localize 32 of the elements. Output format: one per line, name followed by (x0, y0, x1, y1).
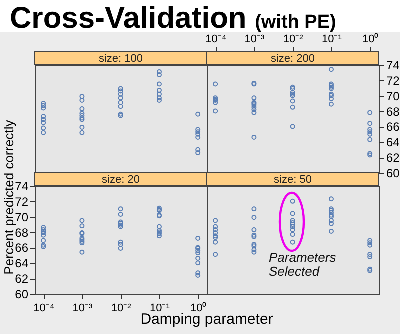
x-tick-label: 10⁻³ (72, 302, 93, 314)
y-tick-label: 62 (15, 272, 29, 286)
text: Cross-Validation (10, 2, 247, 35)
x-tick-label: 10⁰ (362, 32, 379, 46)
y-tick-label: 68 (386, 104, 400, 119)
x-tick-label: 10⁻³ (244, 34, 265, 46)
text: (with PE) (255, 12, 336, 33)
y-tick-label: 74 (386, 58, 400, 72)
y-tick-label: 62 (386, 151, 400, 166)
annotation: Parameters Selected (269, 250, 337, 279)
x-tick-label: 10⁻⁴ (34, 302, 55, 314)
x-tick-label: 10⁻⁴ (206, 34, 227, 46)
y-tick-label: 64 (386, 136, 400, 150)
x-tick-label: 10⁻² (111, 302, 132, 314)
y-tick-label: 72 (15, 194, 29, 209)
y-tick-label: 66 (386, 120, 400, 134)
y-tick-label: 60 (15, 288, 29, 302)
chart-title: size: 20 (102, 174, 140, 186)
x-tick-label: 10⁻² (283, 34, 304, 46)
chart-title: size: 100 (98, 53, 144, 65)
y-tick-label: 60 (386, 166, 400, 180)
y-tick-label: 70 (15, 210, 29, 224)
y-tick-label: 70 (386, 89, 400, 104)
chart-title: size: 200 (270, 53, 316, 65)
y-tick-label: 72 (386, 74, 400, 88)
chart-title: size: 50 (274, 174, 312, 186)
y-axis-title: Percent predicted correctly (2, 119, 16, 275)
y-tick-label: 68 (15, 226, 29, 240)
x-tick-label: 10⁻¹ (322, 34, 342, 46)
y-tick-label: 64 (15, 256, 29, 271)
y-tick-label: 74 (15, 180, 29, 194)
y-tick-label: 66 (15, 241, 29, 256)
